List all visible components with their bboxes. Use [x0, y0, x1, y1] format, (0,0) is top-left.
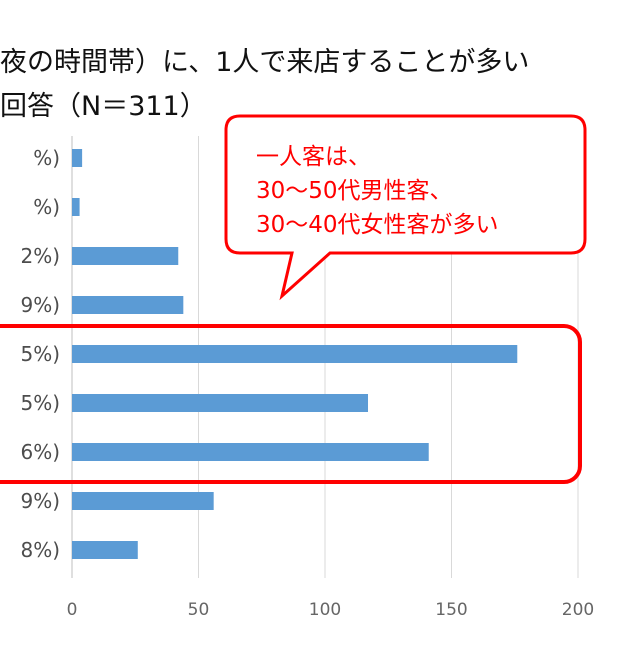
- category-label: 6%): [20, 440, 60, 464]
- x-tick-label: 200: [562, 600, 594, 620]
- category-label: 8%): [20, 538, 60, 562]
- bar: [72, 198, 80, 216]
- category-label: %): [33, 195, 60, 219]
- callout-bubble: 一人客は、 30～50代男性客、 30～40代女性客が多い: [224, 114, 587, 301]
- category-label: 9%): [20, 293, 60, 317]
- x-tick-label: 0: [67, 600, 78, 620]
- callout-text-line-1: 一人客は、: [256, 144, 371, 170]
- bar: [72, 541, 138, 559]
- bar: [72, 149, 83, 167]
- callout-shape: [224, 114, 587, 301]
- bar: [72, 394, 369, 412]
- category-label: 5%): [20, 391, 60, 415]
- x-axis-tick-labels: 0 50 100 150 200: [67, 600, 595, 620]
- bar: [72, 443, 429, 461]
- category-labels: %)%) 2%) 9%) 5%) 5%) 6%) 9%) 8%): [20, 146, 60, 562]
- bar: [72, 345, 518, 363]
- category-label: 5%): [20, 342, 60, 366]
- bar: [72, 492, 214, 510]
- chart-title-line-2: 回答（N＝311）: [0, 91, 207, 122]
- chart-title-line-1: 夜の時間帯）に、1人で来店することが多い: [0, 47, 530, 78]
- x-tick-label: 150: [435, 600, 467, 620]
- callout-text-line-2: 30～50代男性客、: [256, 178, 453, 204]
- category-label: 9%): [20, 489, 60, 513]
- bar: [72, 247, 179, 265]
- highlight-box: [0, 324, 582, 484]
- bar: [72, 296, 184, 314]
- bars: [72, 149, 518, 559]
- x-tick-label: 50: [188, 600, 210, 620]
- callout-text-line-3: 30～40代女性客が多い: [256, 212, 499, 238]
- x-tick-label: 100: [309, 600, 341, 620]
- category-label: %): [33, 146, 60, 170]
- category-label: 2%): [20, 244, 60, 268]
